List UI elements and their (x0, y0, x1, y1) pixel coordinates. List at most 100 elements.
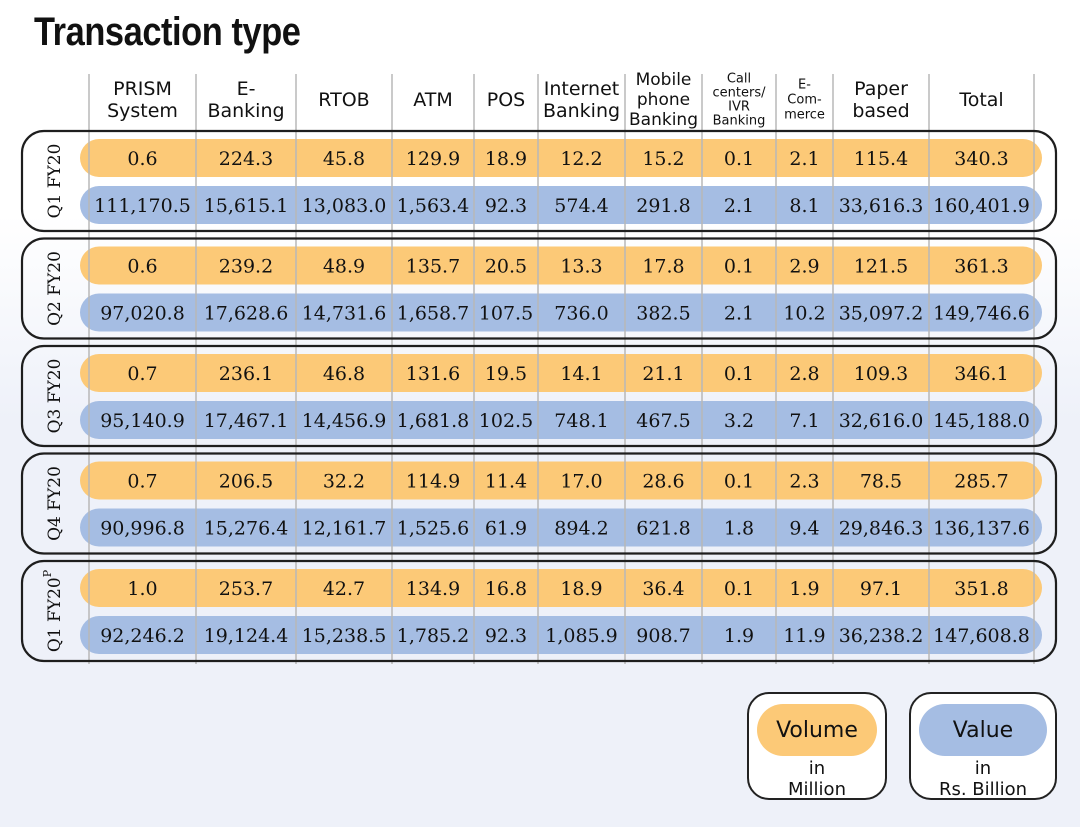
legend-value-unit-line2: Rs. Billion (938, 779, 1028, 800)
value-cell: 15,615.1 (204, 195, 289, 217)
column-header-line: merce (784, 108, 825, 123)
period-label-1: Q2 FY20 (45, 251, 65, 326)
value-cell: 736.0 (554, 303, 608, 325)
value-cell: 107.5 (479, 303, 533, 325)
chart-title: Transaction type (34, 10, 301, 54)
value-cell: 15,276.4 (204, 518, 289, 540)
value-cell: 90,996.8 (100, 518, 185, 540)
value-cell: 33,616.3 (839, 195, 924, 217)
value-cell: 36,238.2 (839, 625, 924, 647)
volume-band-0 (80, 139, 1042, 177)
period-label-3: Q4 FY20 (45, 466, 65, 541)
volume-cell: 13.3 (560, 256, 602, 278)
volume-cell: 0.6 (127, 256, 157, 278)
value-cell: 7.1 (789, 410, 819, 432)
period-year: FY20 (45, 466, 65, 511)
volume-cell: 21.1 (642, 363, 684, 385)
column-header-line: System (107, 100, 178, 122)
column-header-line: PRISM (113, 78, 172, 100)
value-cell: 32,616.0 (839, 410, 924, 432)
value-band-2 (80, 401, 1042, 439)
column-header-line: Banking (629, 110, 698, 130)
volume-band-1 (80, 246, 1042, 285)
volume-cell: 0.1 (724, 256, 754, 278)
period-label-4: Q1 FY20P (41, 569, 65, 652)
volume-cell: 0.7 (127, 363, 157, 385)
value-cell: 291.8 (636, 195, 690, 217)
value-cell: 382.5 (636, 303, 690, 325)
value-cell: 467.5 (636, 410, 690, 432)
column-header-2: RTOB (318, 89, 369, 111)
value-cell: 14,731.6 (302, 303, 387, 325)
value-cell: 2.1 (724, 195, 754, 217)
value-cell: 13,083.0 (302, 195, 387, 217)
value-cell: 160,401.9 (933, 195, 1030, 217)
volume-cell: 2.9 (789, 256, 819, 278)
volume-cell: 340.3 (954, 148, 1008, 170)
legend-volume-unit-line2: Million (788, 779, 846, 800)
column-header-line: Mobile (636, 70, 692, 90)
column-header-line: RTOB (318, 89, 369, 111)
column-header-line: ATM (413, 89, 453, 111)
period-group-1 (20, 237, 1058, 340)
value-cell: 12,161.7 (302, 518, 387, 540)
value-cell: 908.7 (636, 625, 690, 647)
volume-cell: 131.6 (406, 363, 460, 385)
period-quarter: Q4 (45, 511, 65, 541)
value-cell: 35,097.2 (839, 303, 924, 325)
column-header-line: Banking (207, 100, 284, 122)
volume-cell: 0.1 (724, 578, 754, 600)
volume-cell: 2.3 (789, 471, 819, 493)
value-cell: 3.2 (724, 410, 754, 432)
value-cell: 92.3 (485, 195, 527, 217)
volume-cell: 36.4 (642, 578, 684, 600)
volume-cell: 46.8 (323, 363, 365, 385)
column-header-8: E-Com-merce (784, 78, 825, 123)
volume-cell: 19.5 (485, 363, 527, 385)
volume-cell: 114.9 (406, 471, 460, 493)
volume-band-4 (80, 569, 1042, 607)
value-cell: 1.8 (724, 518, 754, 540)
period-year: FY20 (45, 577, 65, 622)
volume-cell: 206.5 (219, 471, 273, 493)
period-group-2 (20, 344, 1058, 448)
value-cell: 574.4 (554, 195, 608, 217)
column-header-line: Internet (544, 78, 619, 100)
value-band-1 (80, 293, 1042, 332)
value-band-3 (80, 508, 1042, 547)
value-cell: 8.1 (789, 195, 819, 217)
column-header-line: IVR (728, 100, 750, 115)
volume-cell: 0.6 (127, 148, 157, 170)
volume-cell: 129.9 (406, 148, 460, 170)
legend-volume-label: Volume (776, 717, 858, 743)
volume-cell: 32.2 (323, 471, 365, 493)
value-band-0 (80, 186, 1042, 224)
volume-cell: 42.7 (323, 578, 365, 600)
volume-cell: 15.2 (642, 148, 684, 170)
value-cell: 1,681.8 (397, 410, 470, 432)
legend-volume-unit-line1: in (808, 758, 826, 779)
legend-volume-swatch: Volume (757, 704, 877, 756)
volume-cell: 97.1 (860, 578, 902, 600)
period-quarter: Q3 (45, 403, 65, 433)
volume-cell: 12.2 (560, 148, 602, 170)
column-header-line: E- (237, 78, 256, 100)
period-year: FY20 (45, 251, 65, 296)
value-cell: 111,170.5 (94, 195, 191, 217)
column-header-line: Total (958, 89, 1003, 111)
legend-value-unit-line1: in (974, 758, 992, 779)
value-cell: 621.8 (636, 518, 690, 540)
volume-cell: 134.9 (406, 578, 460, 600)
volume-cell: 45.8 (323, 148, 365, 170)
column-header-10: Total (958, 89, 1003, 111)
value-cell: 1.9 (724, 625, 754, 647)
volume-cell: 1.0 (127, 578, 157, 600)
volume-cell: 28.6 (642, 471, 684, 493)
value-cell: 97,020.8 (100, 303, 185, 325)
value-cell: 61.9 (485, 518, 527, 540)
volume-cell: 236.1 (219, 363, 273, 385)
volume-cell: 239.2 (219, 256, 273, 278)
column-header-0: PRISM System (107, 78, 178, 122)
value-cell: 19,124.4 (204, 625, 289, 647)
